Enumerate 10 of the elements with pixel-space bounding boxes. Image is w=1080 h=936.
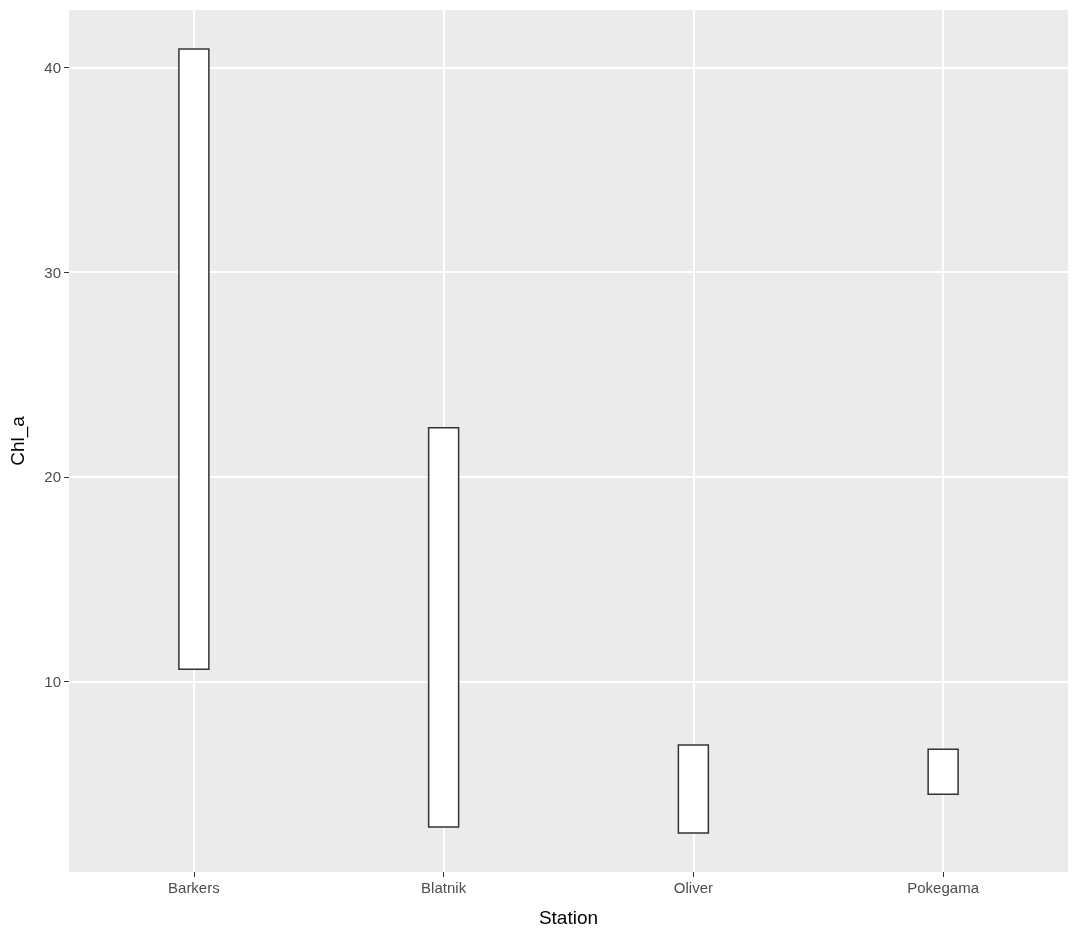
x-axis-title: Station	[538, 907, 599, 928]
y-tick-label: 40	[44, 58, 61, 76]
y-axis-title: Chl_a	[7, 415, 29, 466]
x-tick-label: Oliver	[673, 879, 713, 896]
x-tick-label: Barkers	[168, 879, 220, 896]
y-tick-label: 10	[44, 673, 61, 691]
y-tick-label: 30	[44, 263, 61, 281]
x-tick-label: Pokegama	[907, 879, 980, 896]
y-tick-label: 20	[44, 468, 61, 486]
x-tick-label: Blatnik	[421, 879, 467, 896]
